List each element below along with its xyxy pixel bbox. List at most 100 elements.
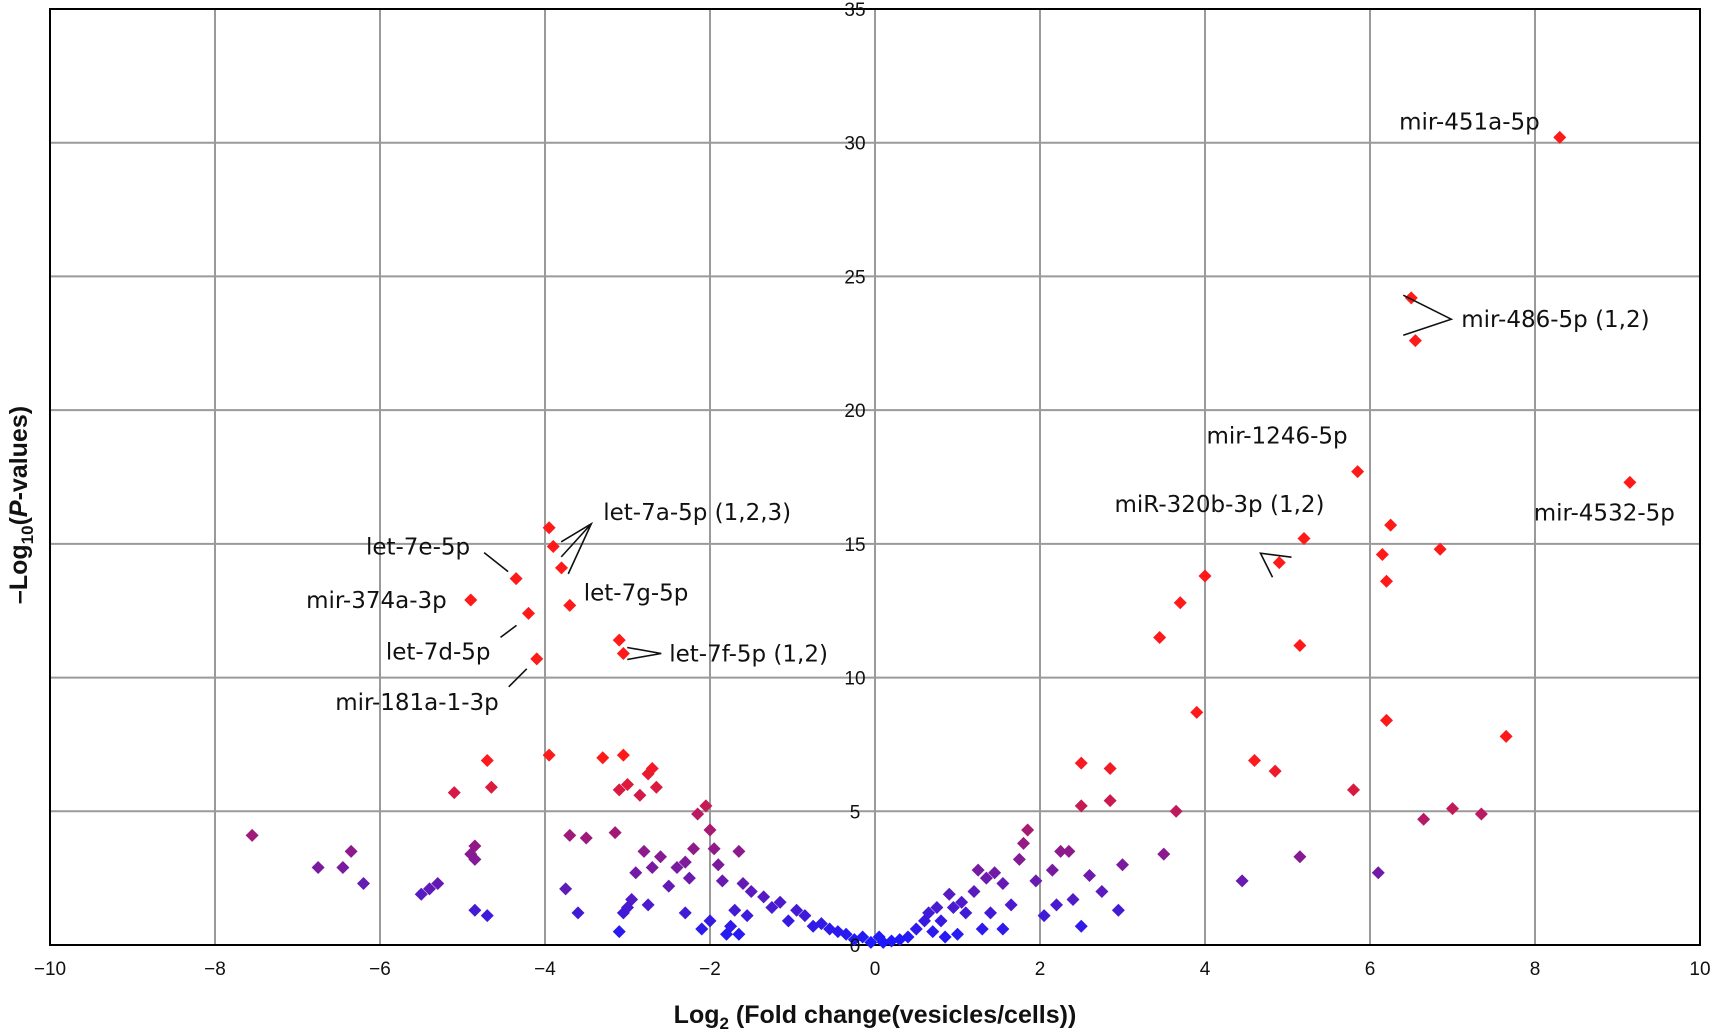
data-point	[699, 799, 713, 813]
data-point	[930, 901, 944, 915]
data-point	[736, 876, 750, 890]
x-tick-label: −10	[34, 959, 66, 980]
data-point	[616, 906, 630, 920]
data-point	[798, 909, 812, 923]
data-point	[703, 823, 717, 837]
data-point	[942, 887, 956, 901]
data-point	[480, 753, 494, 767]
data-point	[703, 914, 717, 928]
data-point	[959, 906, 973, 920]
data-point	[790, 903, 804, 917]
annotation-leader	[627, 646, 662, 661]
data-point	[1474, 807, 1488, 821]
data-point	[1623, 475, 1637, 489]
data-point	[715, 874, 729, 888]
data-point	[1037, 909, 1051, 923]
data-point	[1351, 465, 1365, 479]
data-point	[864, 935, 878, 949]
data-point	[823, 922, 837, 936]
data-point	[447, 786, 461, 800]
annotation-label: mir-181a-1-3p	[335, 690, 499, 716]
data-point	[695, 922, 709, 936]
data-point	[773, 895, 787, 909]
data-point	[893, 933, 907, 947]
x-tick-label: −8	[204, 959, 226, 980]
data-point	[423, 882, 436, 896]
data-point	[979, 871, 993, 885]
x-tick-label: −2	[699, 959, 721, 980]
x-axis-title: Log2 (Fold change(vesicles/cells))	[674, 1001, 1077, 1031]
annotation-label: let-7a-5p (1,2,3)	[603, 500, 791, 526]
data-point	[530, 652, 544, 666]
data-point	[1111, 903, 1125, 917]
data-point	[641, 767, 655, 781]
data-point	[1074, 756, 1088, 770]
data-point	[480, 909, 494, 923]
data-point	[559, 882, 573, 896]
data-point	[678, 906, 692, 920]
data-point	[542, 521, 556, 535]
data-point	[1297, 532, 1311, 546]
data-point	[1021, 823, 1035, 837]
annotation-leader	[508, 668, 528, 688]
x-axis-title-sub: 2	[720, 1014, 729, 1031]
annotation-label: let-7d-5p	[386, 639, 491, 665]
x-axis-title-pre: Log	[674, 1001, 720, 1029]
data-point	[728, 903, 742, 917]
data-point	[344, 844, 358, 858]
data-point	[955, 895, 969, 909]
y-tick-label: 35	[844, 0, 865, 21]
data-point	[621, 778, 634, 792]
data-point	[464, 593, 478, 607]
data-point	[608, 826, 622, 840]
data-point	[909, 922, 923, 936]
data-point	[1169, 804, 1183, 818]
data-point	[612, 633, 626, 647]
data-point	[612, 925, 626, 939]
data-point	[616, 647, 630, 661]
x-tick-label: 0	[870, 959, 881, 980]
data-point	[732, 927, 746, 941]
data-point	[1029, 874, 1043, 888]
data-point	[1173, 596, 1187, 610]
data-point	[732, 844, 746, 858]
data-point	[1190, 705, 1204, 719]
annotation-label: mir-1246-5p	[1206, 424, 1347, 450]
x-tick-label: 2	[1035, 959, 1046, 980]
data-point	[1433, 542, 1447, 556]
data-point	[938, 930, 952, 944]
data-point	[1054, 844, 1068, 858]
annotation-label: mir-451a-5p	[1399, 109, 1540, 135]
data-point	[1499, 729, 1513, 743]
data-point	[357, 876, 370, 890]
data-point	[1293, 638, 1307, 652]
y-axis-title-post: -values)	[5, 406, 33, 500]
data-point	[336, 860, 350, 874]
annotation-leader	[500, 624, 517, 639]
x-tick-label: 10	[1689, 959, 1710, 980]
data-point	[934, 914, 948, 928]
data-point	[682, 871, 696, 885]
y-axis-title-open: (	[5, 516, 33, 525]
data-point	[872, 930, 886, 944]
y-axis-title-italic: P	[5, 500, 33, 517]
data-point	[1153, 630, 1167, 644]
data-point	[678, 855, 692, 869]
data-point	[629, 866, 643, 880]
data-point	[311, 860, 325, 874]
annotation-label: let-7g-5p	[584, 580, 689, 606]
data-point	[988, 866, 1002, 880]
data-point	[1095, 885, 1109, 899]
data-point	[484, 780, 498, 794]
data-point	[1268, 764, 1282, 778]
data-point	[654, 850, 667, 864]
data-point	[649, 780, 663, 794]
data-point	[1116, 858, 1129, 872]
data-point	[1103, 761, 1117, 775]
data-point	[1371, 866, 1385, 880]
data-point	[1375, 548, 1389, 562]
data-point	[707, 842, 721, 856]
data-point	[1293, 850, 1307, 864]
y-tick-label: 10	[844, 669, 865, 690]
